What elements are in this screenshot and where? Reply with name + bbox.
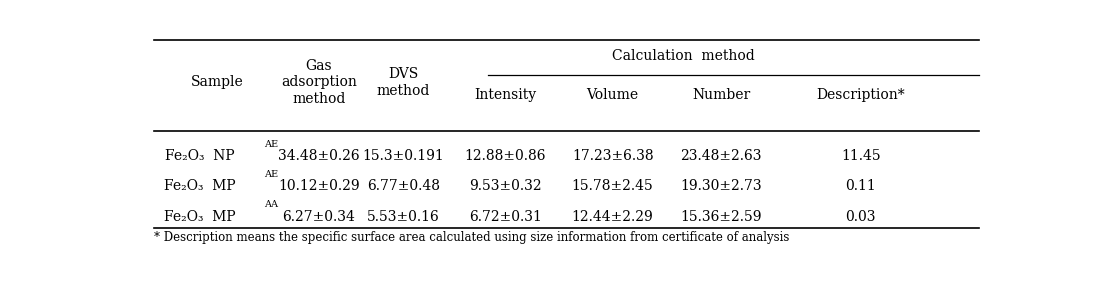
Text: Fe₂O₃  MP: Fe₂O₃ MP <box>164 179 236 193</box>
Text: * Description means the specific surface area calculated using size information : * Description means the specific surface… <box>153 231 789 244</box>
Text: Gas
adsorption
method: Gas adsorption method <box>281 59 356 106</box>
Text: Calculation  method: Calculation method <box>612 49 754 64</box>
Text: 19.30±2.73: 19.30±2.73 <box>680 179 762 193</box>
Text: 12.88±0.86: 12.88±0.86 <box>465 149 545 163</box>
Text: Description*: Description* <box>816 89 905 102</box>
Text: AE: AE <box>263 170 278 179</box>
Text: 9.53±0.32: 9.53±0.32 <box>469 179 541 193</box>
Text: Fe₂O₃  NP: Fe₂O₃ NP <box>165 149 235 163</box>
Text: Number: Number <box>692 89 750 102</box>
Text: 0.03: 0.03 <box>846 210 877 224</box>
Text: 34.48±0.26: 34.48±0.26 <box>278 149 360 163</box>
Text: DVS
method: DVS method <box>377 67 431 98</box>
Text: Fe₂O₃  MP: Fe₂O₃ MP <box>164 210 236 224</box>
Text: 12.44±2.29: 12.44±2.29 <box>572 210 654 224</box>
Text: Sample: Sample <box>190 75 244 89</box>
Text: Volume: Volume <box>587 89 638 102</box>
Text: AA: AA <box>263 200 278 209</box>
Text: 6.27±0.34: 6.27±0.34 <box>282 210 355 224</box>
Text: 5.53±0.16: 5.53±0.16 <box>367 210 439 224</box>
Text: 0.11: 0.11 <box>846 179 877 193</box>
Text: 6.72±0.31: 6.72±0.31 <box>469 210 541 224</box>
Text: 11.45: 11.45 <box>841 149 881 163</box>
Text: 17.23±6.38: 17.23±6.38 <box>572 149 654 163</box>
Text: 10.12±0.29: 10.12±0.29 <box>278 179 360 193</box>
Text: AE: AE <box>263 140 278 149</box>
Text: 23.48±2.63: 23.48±2.63 <box>680 149 762 163</box>
Text: Intensity: Intensity <box>474 89 537 102</box>
Text: 15.78±2.45: 15.78±2.45 <box>572 179 654 193</box>
Text: 15.36±2.59: 15.36±2.59 <box>680 210 762 224</box>
Text: 6.77±0.48: 6.77±0.48 <box>367 179 440 193</box>
Text: 15.3±0.191: 15.3±0.191 <box>363 149 445 163</box>
